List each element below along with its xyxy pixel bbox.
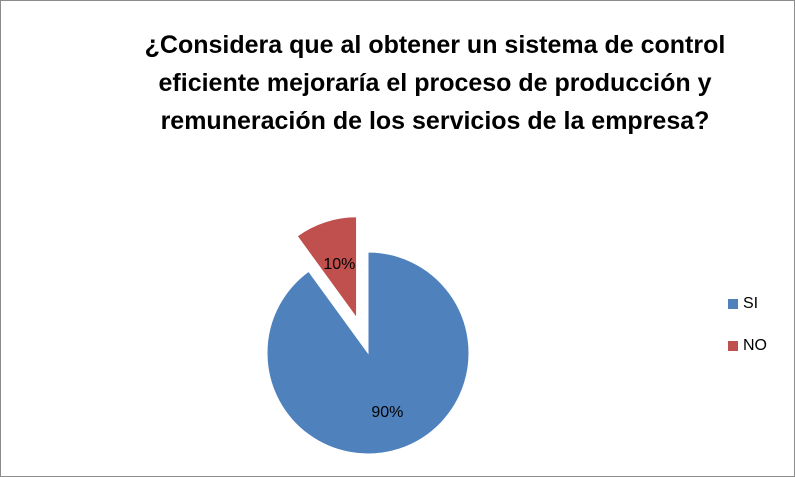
- legend-swatch: [728, 341, 738, 351]
- pie-slice: [296, 216, 358, 320]
- legend-swatch: [728, 299, 738, 309]
- legend-label: NO: [743, 337, 767, 354]
- data-label: 10%: [323, 256, 355, 273]
- chart-title: ¿Considera que al obtener un sistema de …: [144, 31, 726, 135]
- data-label: 90%: [371, 404, 403, 421]
- legend-label: SI: [743, 295, 758, 312]
- pie-slice: [266, 251, 470, 455]
